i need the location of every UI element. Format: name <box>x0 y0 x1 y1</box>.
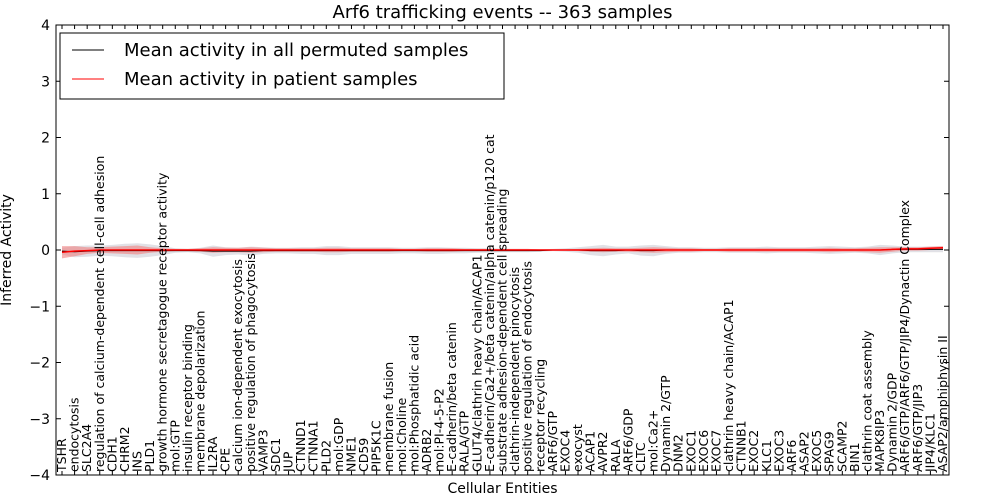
entity-label: mol:Ca2+ <box>646 410 661 472</box>
x-axis-ticks <box>61 25 944 475</box>
entity-label: ADRB2 <box>419 429 434 472</box>
entity-label: clathrin heavy chain/ACAP1 <box>721 299 736 472</box>
entity-label: GLUT4/clathrin heavy chain/ACAP1 <box>469 254 484 472</box>
x-axis-label: Cellular Entities <box>447 481 557 497</box>
entity-label: insulin receptor binding <box>180 324 195 472</box>
entity-label: E-cadherin/Ca2+/beta catenin/alpha caten… <box>482 134 497 472</box>
entity-label: EXOC3 <box>771 430 786 472</box>
entity-label: ARF6/GTP/JIP3 <box>910 384 925 472</box>
entity-label: BIN1 <box>847 442 862 472</box>
entity-label: EXOC1 <box>683 430 698 472</box>
series-lines <box>61 247 944 254</box>
y-tick-label: −3 <box>29 412 50 428</box>
chart-title: Arf6 trafficking events -- 363 samples <box>333 2 673 23</box>
entity-label: INS <box>130 451 145 472</box>
entity-label: ARF6 <box>784 440 799 472</box>
entity-label: PIP5K1C <box>369 420 384 472</box>
series-line-patient <box>61 247 944 254</box>
entity-label: E-cadherin/beta catenin <box>444 322 459 472</box>
entity-label: EXOC2 <box>746 430 761 472</box>
entity-label: exocyst <box>570 424 585 472</box>
entity-label: positive regulation of endocytosis <box>520 261 535 472</box>
y-tick-label: 0 <box>41 243 50 259</box>
entity-label: TSHR <box>54 438 69 473</box>
entity-label: ASAP2 <box>797 431 812 472</box>
entity-label: CDH1 <box>104 436 119 472</box>
entity-label: CTNNA1 <box>306 420 321 472</box>
y-tick-label: −1 <box>29 299 50 315</box>
entity-label: receptor recycling <box>532 359 547 472</box>
legend-label-patient: Mean activity in patient samples <box>124 69 418 90</box>
entity-label: ACAP1 <box>583 431 598 472</box>
y-tick-label: 1 <box>41 187 50 203</box>
legend: Mean activity in all permuted samples Me… <box>59 32 505 100</box>
entity-label: MAPK8IP3 <box>872 410 887 472</box>
entity-label: KLC1 <box>759 440 774 472</box>
y-tick-label: 3 <box>41 74 50 90</box>
entity-label: positive regulation of phagocytosis <box>243 253 258 472</box>
entity-label: VAMP3 <box>255 429 270 472</box>
entity-label: growth hormone secretagogue receptor act… <box>155 172 170 472</box>
entity-label: JIP4/KLC1 <box>922 413 937 473</box>
plot-frame <box>55 24 950 476</box>
entity-label: clathrin coat assembly <box>859 330 874 472</box>
entity-label: SLC2A4 <box>79 424 94 472</box>
entity-label: CTNNB1 <box>734 420 749 472</box>
entity-label: CHRM2 <box>117 426 132 472</box>
y-tick-label: −2 <box>29 356 50 372</box>
entity-label: endocytosis <box>67 397 82 472</box>
y-tick-label: 4 <box>41 18 50 34</box>
entity-label: DNM2 <box>671 434 686 472</box>
band-patient <box>62 245 943 259</box>
entity-label: NME1 <box>343 436 358 472</box>
entity-label: CD59 <box>356 438 371 472</box>
entity-label: calcium ion-dependent exocytosis <box>230 259 245 472</box>
entity-label: PLD1 <box>142 440 157 472</box>
entity-label: AVPR2 <box>595 432 610 472</box>
entity-label: SPAG9 <box>822 431 837 472</box>
entity-label: ASAP2/amphiphysin II <box>935 335 950 472</box>
entity-label: EXOC5 <box>809 430 824 472</box>
entity-label: SCAMP2 <box>834 421 849 473</box>
entity-label: CLTC <box>633 442 648 472</box>
entity-label: ARF6/GDP <box>620 408 635 472</box>
entity-label: RALA <box>608 439 623 472</box>
y-axis-ticks: 4 3 2 1 0 −1 −2 −3 −4 <box>29 18 949 484</box>
entity-label: JUP <box>281 451 296 473</box>
entity-label: IL2RA <box>205 436 220 472</box>
entity-label: mol:GDP <box>331 417 346 472</box>
entity-label: CPE <box>218 448 233 472</box>
y-tick-label: 2 <box>41 131 50 147</box>
entity-label: ARF6/GTP/ARF6/GTP/JIP4/Dynactin Complex <box>897 200 912 472</box>
entity-label: mol:Phosphatidic acid <box>406 335 421 472</box>
y-tick-label: −4 <box>29 468 50 484</box>
legend-box <box>59 32 505 100</box>
entity-label: Dynamin 2/GTP <box>658 375 673 472</box>
entity-label: membrane fusion <box>381 362 396 472</box>
entity-label: clathrin-independent pinocytosis <box>507 267 522 472</box>
entity-label: Dynamin 2/GDP <box>885 372 900 472</box>
entity-label: EXOC4 <box>557 430 572 472</box>
entity-label: RALA/GTP <box>457 410 472 472</box>
entity-label: SDC1 <box>268 438 283 472</box>
entity-label: CTNND1 <box>293 419 308 472</box>
entity-label: EXOC7 <box>708 430 723 472</box>
entity-label: substrate adhesion-dependent cell spread… <box>495 189 510 472</box>
entity-label: EXOC6 <box>696 430 711 472</box>
entity-label: ARF6/GTP <box>545 411 560 472</box>
y-axis-label: Inferred Activity <box>0 194 15 306</box>
entity-label: mol:GTP <box>167 420 182 472</box>
entity-label: membrane depolarization <box>192 311 207 472</box>
entity-label: regulation of calcium-dependent cell-cel… <box>92 156 107 472</box>
entity-label: mol:PI-4-5-P2 <box>432 388 447 472</box>
entity-label: mol:Choline <box>394 397 409 472</box>
entity-label: PLD2 <box>318 440 333 472</box>
legend-label-permuted: Mean activity in all permuted samples <box>124 40 468 61</box>
